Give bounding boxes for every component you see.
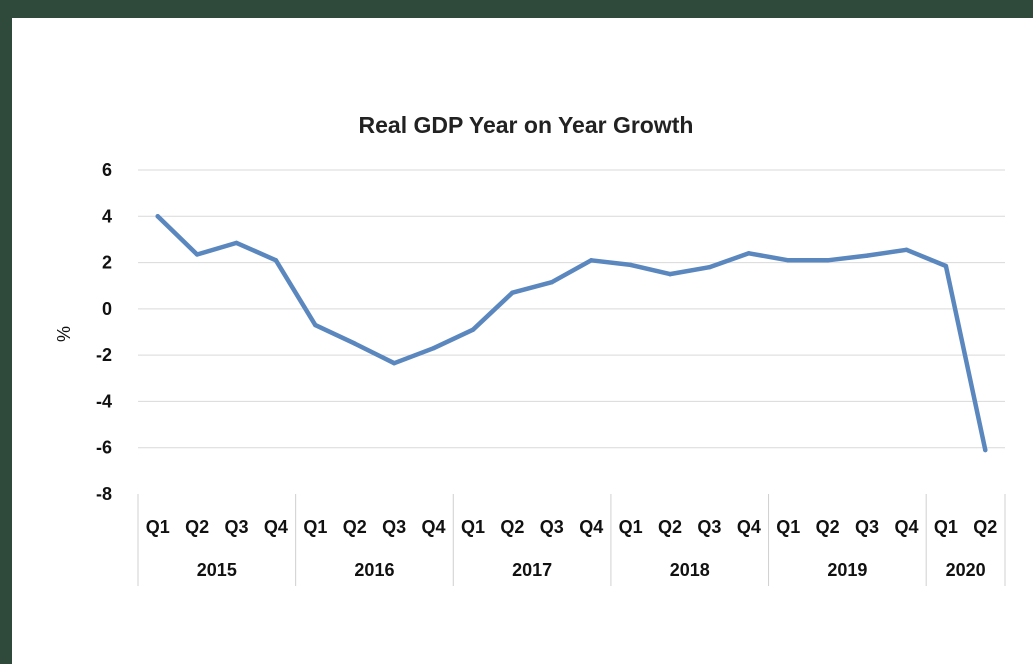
data-point [431,346,436,351]
x-tick-label: Q3 [697,517,721,537]
data-point [549,280,554,285]
year-group-label: 2020 [946,560,986,580]
x-tick-label: Q2 [500,517,524,537]
x-tick-label: Q1 [619,517,643,537]
y-tick-label: 4 [102,206,112,226]
line-chart: Real GDP Year on Year Growth % 6 4 2 0 -2 -4 -… [54,112,1006,586]
data-point [943,263,949,269]
year-group-label: 2016 [354,560,394,580]
data-point [273,258,279,263]
x-tick-label: Q3 [540,517,564,537]
x-tick-label: Q3 [855,517,879,537]
data-point [391,361,397,366]
x-tick-label: Q2 [973,517,997,537]
x-tick-label: Q1 [303,517,327,537]
data-point [786,258,791,263]
chart-title: Real GDP Year on Year Growth [359,112,694,138]
data-point [194,252,200,257]
year-group-label: 2015 [197,560,237,580]
y-tick-label: -8 [96,484,112,504]
year-group-label: 2017 [512,560,552,580]
y-tick-label: -6 [96,438,112,458]
data-point [470,327,476,332]
x-tick-label: Q2 [185,517,209,537]
data-point [234,240,239,246]
y-axis-label: % [54,326,74,342]
year-group-label: 2019 [827,560,867,580]
x-tick-label: Q1 [776,517,800,537]
x-tick-label: Q2 [816,517,840,537]
data-point [746,251,752,256]
x-tick-label: Q1 [934,517,958,537]
year-group-label: 2018 [670,560,710,580]
data-point [313,322,318,328]
data-point [352,341,357,346]
x-tick-label: Q4 [737,517,761,537]
data-point [904,247,909,253]
data-point [983,447,988,453]
data-point [707,265,712,270]
x-tick-label: Q4 [579,517,603,537]
y-tick-label: -4 [96,391,112,411]
series-line [155,214,988,453]
x-tick-label: Q3 [225,517,249,537]
x-tick-label: Q4 [894,517,918,537]
data-point [589,258,594,263]
data-point [825,258,830,263]
x-tick-label: Q1 [461,517,485,537]
data-point [510,290,515,295]
y-tick-label: 6 [102,160,112,180]
data-point [864,253,870,258]
data-point [628,262,633,268]
x-tick-label: Q4 [422,517,446,537]
x-tick-label: Q4 [264,517,288,537]
y-tick-label: -2 [96,345,112,365]
chart-frame: Real GDP Year on Year Growth % 6 4 2 0 -2 -4 -… [12,18,1033,664]
y-tick-label: 0 [102,299,112,319]
x-tick-label: Q2 [343,517,367,537]
y-tick-label: 2 [102,253,112,273]
data-point [667,271,673,277]
x-tick-label: Q2 [658,517,682,537]
x-tick-label: Q3 [382,517,406,537]
data-point [155,214,160,219]
x-tick-label: Q1 [146,517,170,537]
